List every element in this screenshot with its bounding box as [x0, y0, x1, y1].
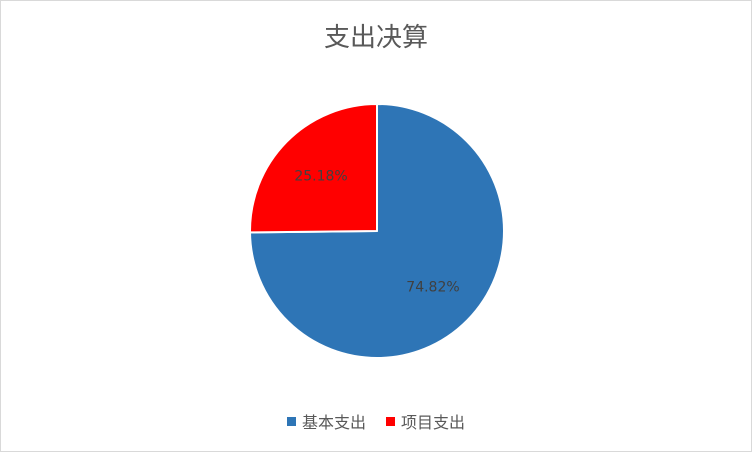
legend-item-basic: 基本支出	[286, 409, 366, 433]
slice-basic	[249, 103, 505, 359]
legend-item-project: 项目支出	[386, 409, 465, 433]
data-label-project: 25.18%	[294, 169, 347, 185]
legend: 基本支出 项目支出	[1, 409, 751, 433]
legend-swatch-project	[386, 416, 395, 426]
legend-label-project: 项目支出	[401, 413, 466, 432]
data-label-basic: 74.82%	[406, 279, 459, 295]
slice-project	[249, 103, 378, 234]
legend-label-basic: 基本支出	[301, 413, 366, 432]
legend-swatch-basic	[286, 416, 296, 426]
chart-title: 支出决算	[323, 23, 428, 53]
